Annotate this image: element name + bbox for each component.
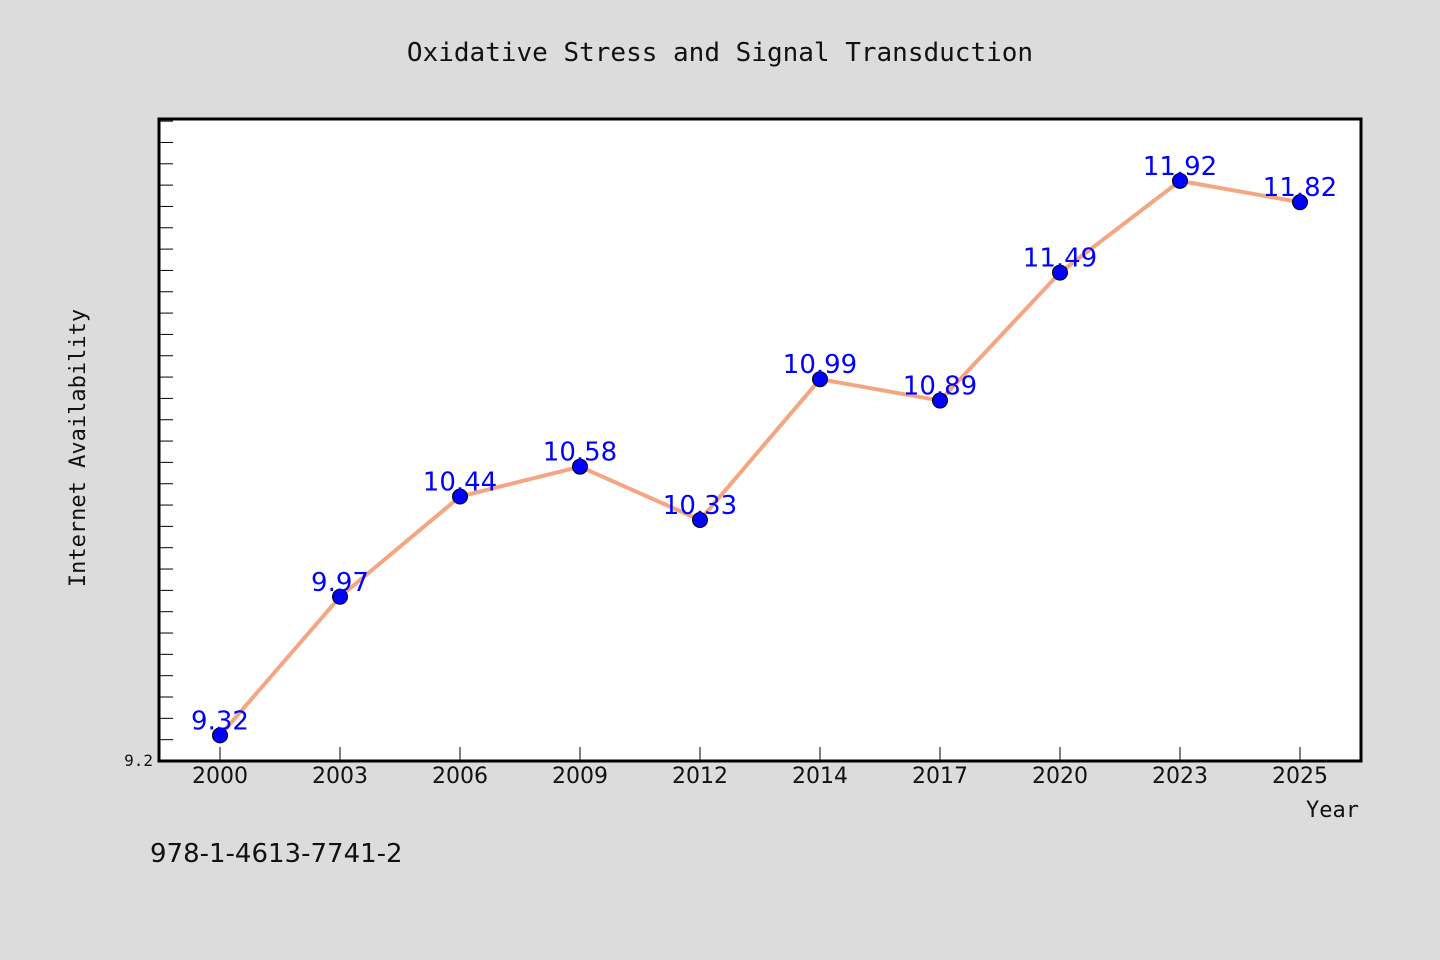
data-label: 11.49 [1023,244,1097,274]
x-axis-title: Year [1306,798,1359,823]
y-tick-label: 9.2 [124,751,153,770]
data-point [1172,172,1188,189]
x-tick-label: 2020 [1032,764,1088,789]
data-point [572,458,588,475]
data-point [212,727,228,744]
data-label: 10.44 [423,468,497,498]
data-label: 11.92 [1143,152,1217,182]
data-point [332,588,348,605]
x-tick-label: 2006 [432,764,488,789]
x-tick-label: 2025 [1272,764,1328,789]
data-point [692,511,708,528]
isbn-text: 978-1-4613-7741-2 [150,839,403,869]
data-point [452,488,468,505]
x-tick-label: 2023 [1152,764,1208,789]
x-tick-label: 2017 [912,764,968,789]
series-line [218,178,1302,738]
y-axis-title: Internet Availability [66,309,91,587]
x-tick-label: 2000 [192,764,248,789]
data-point [932,392,948,409]
data-label: 10.33 [663,491,737,521]
data-label: 9.97 [311,568,369,598]
data-label: 10.99 [783,350,857,380]
data-label: 9.32 [191,706,249,736]
data-point [812,371,828,388]
data-labels: 9.32 9.97 10.44 10.58 10.33 10.99 10.89 11.49 11… [191,152,1337,737]
plot-area [157,117,1363,763]
x-ticks [219,747,1301,761]
x-tick-labels: 2000 2003 2006 2009 2012 2014 2017 2020 2023 2025 [192,764,1328,789]
y-minor-ticks [159,120,173,741]
x-tick-label: 2014 [792,764,848,789]
chart-title: Oxidative Stress and Signal Transduction [407,38,1033,68]
x-tick-label: 2003 [312,764,368,789]
data-label: 11.82 [1263,173,1337,203]
data-label: 10.58 [543,438,617,468]
data-label: 10.89 [903,372,977,402]
data-markers [212,172,1308,744]
x-tick-label: 2012 [672,764,728,789]
x-tick-label: 2009 [552,764,608,789]
data-point [1292,194,1308,211]
data-point [1052,264,1068,281]
